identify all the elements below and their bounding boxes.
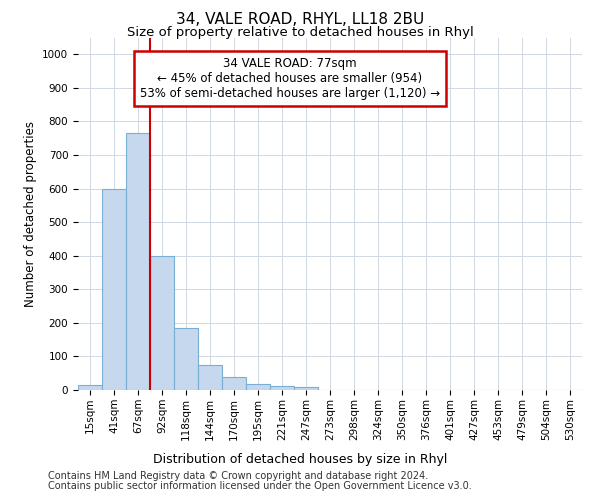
Bar (222, 376, 246, 390)
Text: Size of property relative to detached houses in Rhyl: Size of property relative to detached ho… (127, 26, 473, 39)
Bar (270, 386, 294, 390)
Text: 34 VALE ROAD: 77sqm
← 45% of detached houses are smaller (954)
53% of semi-detac: 34 VALE ROAD: 77sqm ← 45% of detached ho… (140, 57, 440, 100)
Text: Distribution of detached houses by size in Rhyl: Distribution of detached houses by size … (153, 452, 447, 466)
Bar (174, 328, 198, 390)
Text: Contains public sector information licensed under the Open Government Licence v3: Contains public sector information licen… (48, 481, 472, 491)
Bar (198, 365, 222, 390)
Bar (150, 256, 174, 390)
Bar (126, 133, 150, 390)
Y-axis label: Number of detached properties: Number of detached properties (23, 120, 37, 306)
Bar (246, 384, 270, 390)
Bar (102, 188, 126, 390)
Bar (78, 385, 102, 390)
Text: Contains HM Land Registry data © Crown copyright and database right 2024.: Contains HM Land Registry data © Crown c… (48, 471, 428, 481)
Bar (294, 386, 318, 390)
Text: 34, VALE ROAD, RHYL, LL18 2BU: 34, VALE ROAD, RHYL, LL18 2BU (176, 12, 424, 28)
